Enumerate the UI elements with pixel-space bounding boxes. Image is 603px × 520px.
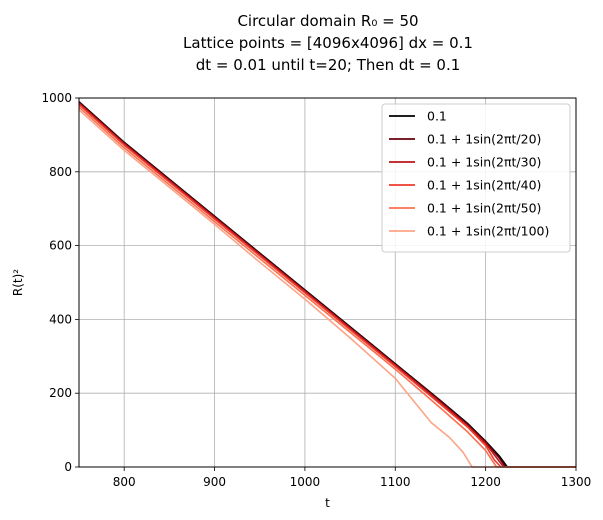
series-lines <box>78 101 576 468</box>
legend: 0.1 0.1 + 1sin(2πt/20) 0.1 + 1sin(2πt/30) 0… <box>381 103 571 253</box>
legend-label: 0.1 + 1sin(2πt/30) <box>427 155 541 170</box>
x-axis-label: t <box>325 496 330 510</box>
y-tick-label: 800 <box>49 165 72 179</box>
series-line-4 <box>78 104 576 468</box>
legend-label: 0.1 + 1sin(2πt/50) <box>427 201 541 216</box>
legend-frame <box>381 103 571 253</box>
legend-label: 0.1 <box>427 109 447 124</box>
x-tick-label: 1300 <box>561 475 592 489</box>
series-line-6 <box>78 109 576 468</box>
x-tick-label: 1200 <box>470 475 501 489</box>
title-line-2: Lattice points = [4096x4096] dx = 0.1 <box>183 34 473 52</box>
y-tick-label: 0 <box>64 460 72 474</box>
legend-label: 0.1 + 1sin(2πt/40) <box>427 178 541 193</box>
x-tick-label: 1000 <box>290 475 321 489</box>
series-line-5 <box>78 106 576 468</box>
x-tick-label: 900 <box>203 475 226 489</box>
y-tick-label: 200 <box>49 386 72 400</box>
y-tick-label: 400 <box>49 312 72 326</box>
title-line-3: dt = 0.01 until t=20; Then dt = 0.1 <box>196 56 461 74</box>
title-line-1: Circular domain R₀ = 50 <box>237 12 418 30</box>
x-tick-label: 800 <box>113 475 136 489</box>
y-axis-label: R(t)² <box>11 269 25 296</box>
y-tick-label: 1000 <box>41 91 72 105</box>
x-axis-ticks: 800 900 1000 1100 1200 1300 <box>113 467 592 489</box>
y-tick-label: 600 <box>49 239 72 253</box>
x-tick-label: 1100 <box>380 475 411 489</box>
plot-frame <box>78 97 577 468</box>
y-axis-ticks: 0 200 400 600 800 1000 <box>41 91 79 474</box>
chart-title: Circular domain R₀ = 50 Lattice points =… <box>183 12 473 74</box>
series-line-3 <box>78 102 576 468</box>
legend-label: 0.1 + 1sin(2πt/100) <box>427 224 549 239</box>
legend-label: 0.1 + 1sin(2πt/20) <box>427 132 541 147</box>
